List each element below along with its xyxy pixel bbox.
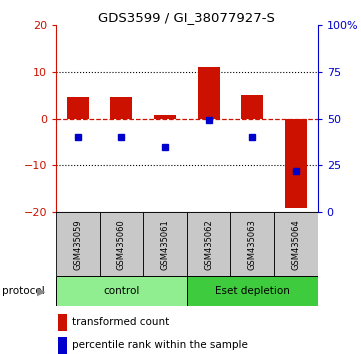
Bar [230, 212, 274, 276]
Text: Eset depletion: Eset depletion [215, 286, 290, 296]
Text: control: control [103, 286, 140, 296]
Bar [154, 115, 176, 119]
Text: GSM435063: GSM435063 [248, 219, 257, 270]
Bar [198, 67, 219, 119]
Bar [242, 95, 263, 119]
Bar [56, 276, 187, 306]
Text: GSM435064: GSM435064 [291, 219, 300, 270]
Bar [187, 276, 318, 306]
Text: transformed count: transformed count [72, 317, 169, 327]
Title: GDS3599 / GI_38077927-S: GDS3599 / GI_38077927-S [99, 11, 275, 24]
Text: GSM435061: GSM435061 [161, 219, 170, 270]
Bar [110, 97, 132, 119]
Text: percentile rank within the sample: percentile rank within the sample [72, 340, 248, 350]
Bar [285, 119, 307, 208]
Text: GSM435060: GSM435060 [117, 219, 126, 270]
Bar [56, 212, 100, 276]
Text: protocol: protocol [2, 286, 44, 296]
Text: GSM435062: GSM435062 [204, 219, 213, 270]
Text: GSM435059: GSM435059 [73, 219, 82, 270]
Bar [187, 212, 230, 276]
Bar [143, 212, 187, 276]
Text: ▶: ▶ [37, 286, 46, 296]
Bar [67, 97, 89, 119]
Bar [274, 212, 318, 276]
Bar [100, 212, 143, 276]
